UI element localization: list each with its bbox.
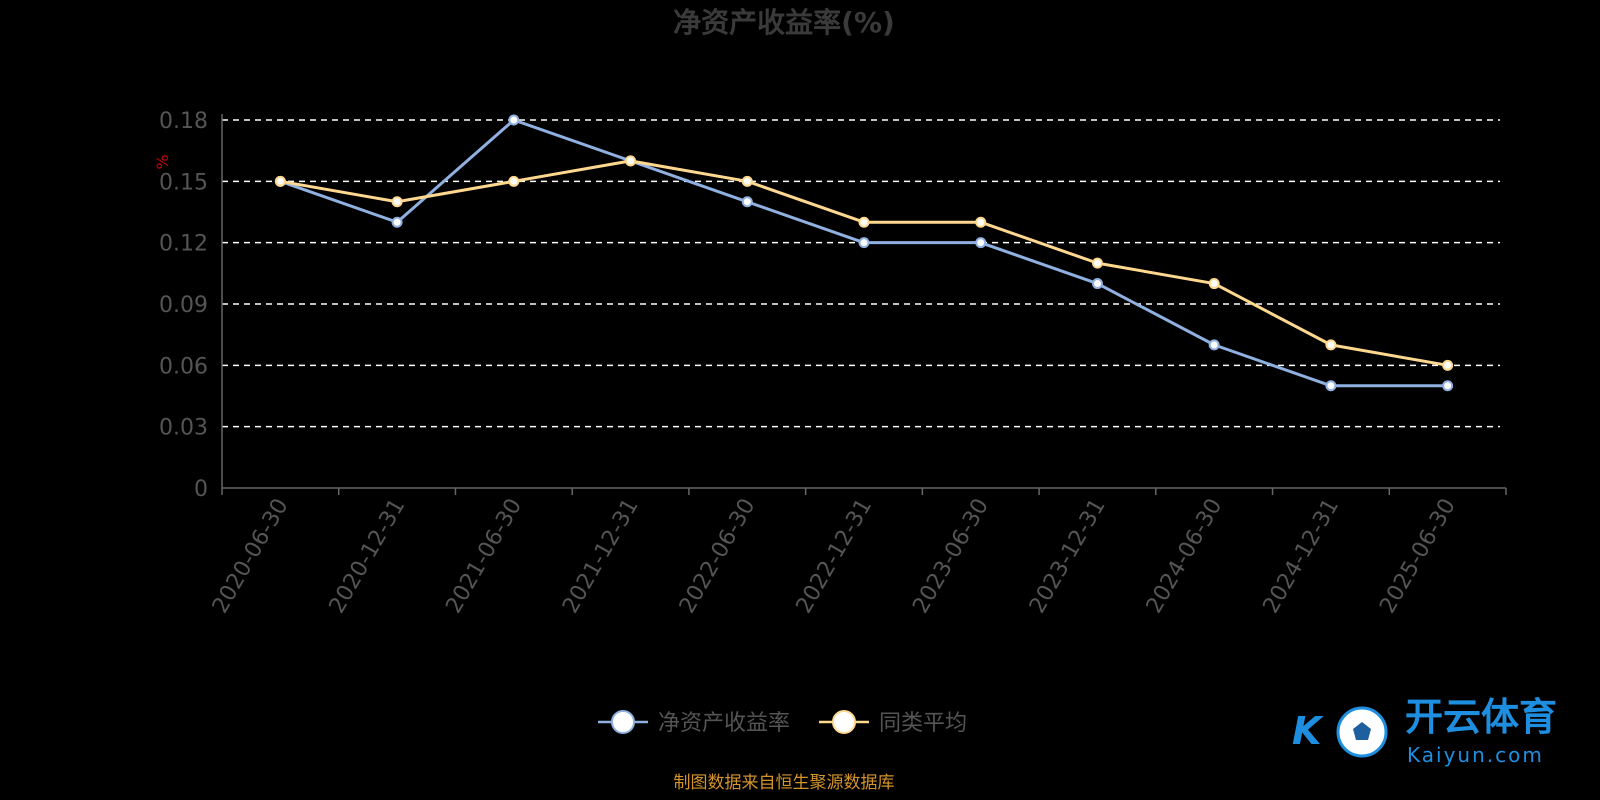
- data-point: [391, 196, 403, 208]
- x-tick-label: 2024-06-30: [1142, 495, 1228, 618]
- source-note: 制图数据来自恒生聚源数据库: [674, 773, 895, 793]
- x-tick-label: 2020-12-31: [325, 495, 411, 618]
- chart-title: 净资产收益率(%): [673, 6, 895, 39]
- brand-logo: K 开云体育 Kaiyun.com: [1292, 695, 1557, 767]
- legend-marker-peer-avg: [832, 710, 856, 734]
- data-point: [1442, 359, 1454, 371]
- data-point: [625, 155, 637, 167]
- y-tick-label: 0.09: [159, 293, 208, 318]
- x-tick-label: 2021-12-31: [558, 495, 644, 618]
- series-1: [274, 155, 1454, 371]
- data-point: [508, 114, 520, 126]
- x-tick-label: 2022-06-30: [675, 495, 761, 618]
- axes: [221, 114, 1507, 495]
- x-tick-label: 2023-06-30: [908, 495, 994, 618]
- series-lines: [274, 114, 1454, 392]
- data-point: [1091, 257, 1103, 269]
- x-tick-label: 2020-06-30: [208, 495, 294, 618]
- grid-lines: [222, 119, 1500, 428]
- legend-item-peer-avg[interactable]: 同类平均: [819, 710, 967, 736]
- data-point: [1208, 278, 1220, 290]
- x-tick-label: 2022-12-31: [792, 495, 878, 618]
- logo-subtext: Kaiyun.com: [1407, 743, 1544, 767]
- y-tick-label: 0.06: [159, 354, 208, 379]
- legend-item-roe[interactable]: 净资产收益率: [598, 710, 790, 736]
- y-tick-label: 0: [194, 477, 208, 502]
- data-point: [975, 216, 987, 228]
- data-point: [741, 175, 753, 187]
- data-point: [391, 216, 403, 228]
- y-tick-label: 0.18: [159, 109, 208, 134]
- data-point: [1091, 278, 1103, 290]
- data-point: [1325, 339, 1337, 351]
- x-tick-label: 2024-12-31: [1259, 495, 1345, 618]
- data-point: [508, 175, 520, 187]
- logo-letter-k: K: [1292, 709, 1324, 753]
- data-point: [1325, 380, 1337, 392]
- logo-text: 开云体育: [1405, 695, 1557, 739]
- y-tick-label: 0.03: [159, 416, 208, 441]
- y-axis-unit: %: [153, 154, 172, 169]
- data-point: [274, 175, 286, 187]
- legend-label-peer-avg: 同类平均: [879, 711, 967, 736]
- data-point: [858, 237, 870, 249]
- data-point: [1208, 339, 1220, 351]
- data-point: [858, 216, 870, 228]
- series-line: [280, 159, 1448, 367]
- y-tick-label: 0.15: [159, 170, 208, 195]
- series-line: [279, 118, 1448, 388]
- data-point: [975, 237, 987, 249]
- legend[interactable]: 净资产收益率 同类平均: [598, 710, 967, 736]
- data-point: [1442, 380, 1454, 392]
- x-tick-labels: 2020-06-30 2020-12-31 2021-06-30 2021-12-31…: [208, 495, 1461, 618]
- x-tick-label: 2023-12-31: [1025, 495, 1111, 618]
- y-tick-label: 0.12: [159, 232, 208, 257]
- y-tick-labels: 0 0.03 0.06 0.09 0.12 0.15 0.18: [159, 109, 208, 502]
- legend-label-roe: 净资产收益率: [658, 711, 790, 736]
- x-tick-label: 2025-06-30: [1375, 495, 1461, 618]
- series-0: [274, 114, 1454, 392]
- legend-marker-roe: [611, 710, 635, 734]
- soccer-ball-icon: [1336, 706, 1388, 758]
- data-point: [741, 196, 753, 208]
- x-tick-label: 2021-06-30: [441, 495, 527, 618]
